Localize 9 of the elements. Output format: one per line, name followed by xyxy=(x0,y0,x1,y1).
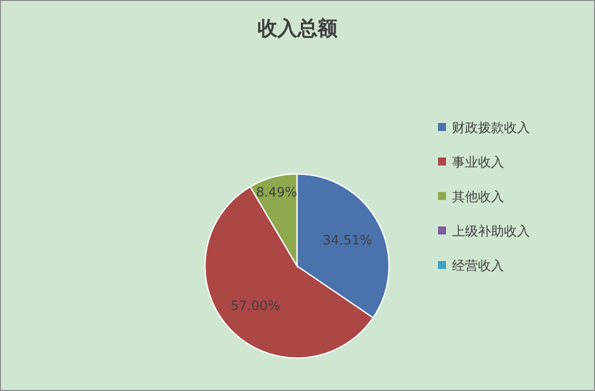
legend-label: 其他收入 xyxy=(452,190,504,205)
legend-label: 事业收入 xyxy=(452,156,504,170)
data-label: 8.49% xyxy=(256,185,298,200)
legend-label: 经营收入 xyxy=(452,259,504,274)
chart-title: 收入总额 xyxy=(258,16,338,40)
data-label: 57.00% xyxy=(230,299,280,314)
legend-label: 上级补助收入 xyxy=(452,224,530,240)
data-label: 34.51% xyxy=(322,233,372,248)
legend-label: 财政拨款收入 xyxy=(452,121,530,136)
